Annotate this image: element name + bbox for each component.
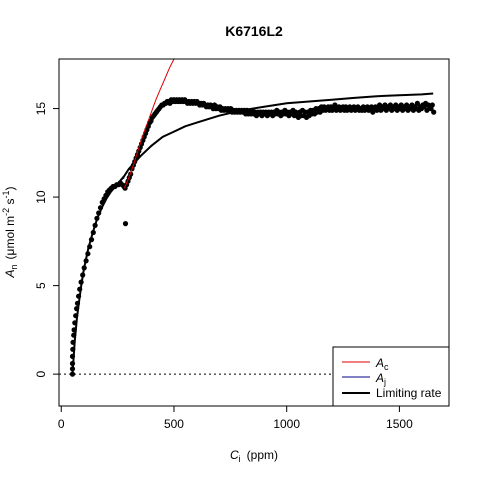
data-point [70,340,75,345]
x-axis: 0 500 1000 1500 [58,406,413,431]
data-point [85,251,90,256]
x-axis-label-unit: (ppm) [247,448,278,462]
plot-area [59,31,449,377]
data-point [76,294,81,299]
legend-entry-limiting: Limiting rate [376,386,442,400]
y-axis-label-sup1: -2 [1,208,11,216]
data-point [75,301,80,306]
y-tick-label: 5 [34,282,48,289]
y-axis: 0 5 10 15 [34,102,59,378]
data-point [431,110,436,115]
y-axis-label-unit-prefix: (μmol m [3,216,17,260]
data-point [98,205,103,210]
y-tick-label: 0 [34,370,48,377]
chart-title: K6716L2 [225,23,283,39]
x-tick-label: 1500 [386,417,413,431]
data-point [70,361,75,366]
data-point [79,280,84,285]
data-point [72,320,77,325]
data-point [84,258,89,263]
data-point [94,216,99,221]
data-point [73,313,78,318]
data-point [74,306,79,311]
x-axis-label-sub: i [239,454,241,464]
data-point [80,272,85,277]
x-axis-label-main: C [230,448,239,462]
x-tick-label: 1000 [273,417,300,431]
model-curves [73,94,434,375]
data-point [87,244,92,249]
y-axis-label: An (μmol m-2 s-1) [1,187,19,279]
x-axis-label: Ci (ppm) [230,448,278,464]
data-point [72,327,77,332]
data-point [89,237,94,242]
y-axis-label-main: A [3,269,17,278]
data-point [96,210,101,215]
y-tick-label: 10 [34,190,48,204]
data-point [430,102,435,107]
data-point [70,347,75,352]
x-tick-label: 0 [58,417,65,431]
data-point [70,354,75,359]
x-tick-label: 500 [164,417,184,431]
data-point [70,366,75,371]
y-axis-label-sup2: -1 [1,191,11,199]
series-line-limiting [73,94,434,375]
y-axis-label-unit-mid: s [3,199,17,208]
y-tick-label: 15 [34,102,48,116]
data-point [91,230,96,235]
data-point [82,265,87,270]
data-point [71,333,76,338]
data-point [123,221,128,226]
legend: Ac Aj Limiting rate [333,347,449,406]
data-point [93,223,98,228]
y-axis-label-unit-suffix: ) [3,187,17,191]
data-point [70,372,75,377]
data-point [77,287,82,292]
measured-points [70,97,436,377]
y-axis-label-sub: n [9,264,19,269]
